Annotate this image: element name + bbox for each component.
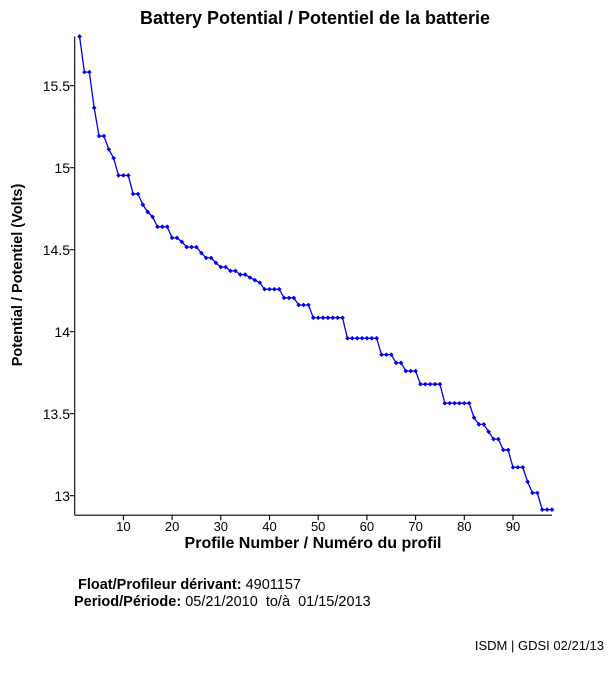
svg-text:10: 10 bbox=[116, 519, 130, 534]
svg-text:Profile Number / Numéro du pro: Profile Number / Numéro du profil bbox=[185, 535, 442, 552]
svg-text:80: 80 bbox=[457, 519, 471, 534]
svg-text:50: 50 bbox=[311, 519, 325, 534]
svg-text:13: 13 bbox=[54, 488, 70, 504]
svg-text:13.5: 13.5 bbox=[43, 406, 70, 422]
svg-text:30: 30 bbox=[214, 519, 228, 534]
svg-text:90: 90 bbox=[506, 519, 520, 534]
svg-text:20: 20 bbox=[165, 519, 179, 534]
svg-text:15: 15 bbox=[54, 160, 70, 176]
svg-text:Battery Potential / Potentiel: Battery Potential / Potentiel de la batt… bbox=[140, 8, 490, 28]
svg-text:70: 70 bbox=[408, 519, 422, 534]
svg-text:40: 40 bbox=[262, 519, 276, 534]
svg-text:60: 60 bbox=[360, 519, 374, 534]
svg-text:15.5: 15.5 bbox=[43, 78, 70, 94]
svg-text:14.5: 14.5 bbox=[43, 242, 70, 258]
svg-text:Potential / Potentiel (Volts): Potential / Potentiel (Volts) bbox=[10, 184, 26, 367]
svg-text:14: 14 bbox=[54, 324, 70, 340]
